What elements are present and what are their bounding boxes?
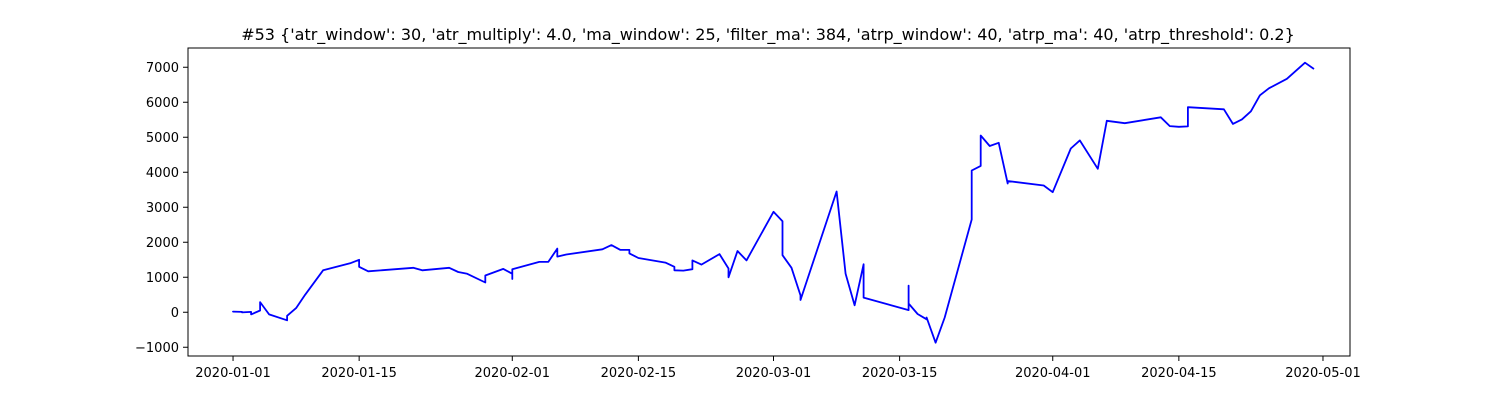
- y-tick-label: 5000: [146, 131, 179, 146]
- x-tick-label: 2020-05-01: [1285, 366, 1361, 381]
- y-tick-label: 3000: [146, 201, 179, 216]
- x-tick-label: 2020-03-15: [862, 366, 938, 381]
- x-tick-label: 2020-01-15: [321, 366, 397, 381]
- y-axis: −1000 0 1000 2000 3000 4000 5000 6000 7000: [135, 61, 188, 356]
- series-line: [232, 61, 1315, 344]
- chart-title: #53 {'atr_window': 30, 'atr_multiply': 4…: [241, 25, 1295, 45]
- x-tick-label: 2020-02-15: [601, 366, 677, 381]
- y-tick-label: 6000: [146, 96, 179, 111]
- x-tick-label: 2020-04-15: [1141, 366, 1217, 381]
- plot-frame: [187, 47, 1351, 357]
- x-tick-label: 2020-03-01: [736, 366, 812, 381]
- y-tick-label: 2000: [146, 236, 179, 251]
- y-tick-label: 7000: [146, 61, 179, 76]
- y-tick-label: 1000: [146, 271, 179, 286]
- x-tick-label: 2020-02-01: [474, 366, 550, 381]
- y-tick-label: 0: [171, 306, 179, 321]
- x-tick-label: 2020-01-01: [195, 366, 271, 381]
- y-tick-label: −1000: [135, 341, 179, 356]
- y-tick-label: 4000: [146, 166, 179, 181]
- series-layer: [232, 61, 1315, 344]
- x-tick-label: 2020-04-01: [1015, 366, 1091, 381]
- x-axis: 2020-01-01 2020-01-15 2020-02-01 2020-02-15…: [195, 356, 1361, 381]
